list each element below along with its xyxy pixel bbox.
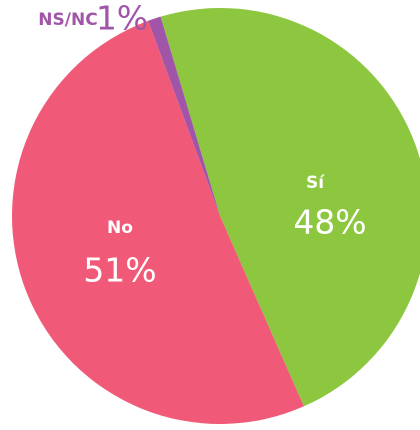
pie-slice [148, 16, 220, 217]
slice-value-label: 51% [83, 251, 156, 290]
slice-value-label: 1% [96, 0, 148, 38]
slice-value-label: 48% [293, 203, 366, 242]
slice-label: No [107, 218, 133, 238]
slice-label: NS/NC [38, 10, 97, 30]
slice-label: Sí [306, 173, 325, 193]
pie-slice [12, 20, 304, 424]
pie-slice [160, 8, 420, 407]
